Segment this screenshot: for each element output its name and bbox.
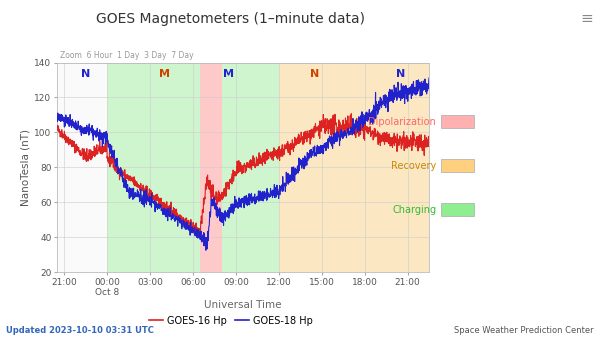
- Text: N: N: [310, 69, 319, 79]
- Bar: [107, 63, 200, 272]
- Text: ≡: ≡: [580, 11, 593, 26]
- Bar: [221, 63, 279, 272]
- Text: Dipolarization: Dipolarization: [368, 117, 436, 127]
- Text: Charging: Charging: [392, 204, 436, 215]
- X-axis label: Universal Time: Universal Time: [204, 300, 282, 310]
- Text: Recovery: Recovery: [391, 161, 436, 171]
- Text: N: N: [396, 69, 405, 79]
- Bar: [279, 63, 429, 272]
- Text: Space Weather Prediction Center: Space Weather Prediction Center: [454, 325, 594, 335]
- Bar: [200, 63, 221, 272]
- Text: N: N: [81, 69, 90, 79]
- Text: GOES Magnetometers (1–minute data): GOES Magnetometers (1–minute data): [97, 12, 365, 26]
- Text: Zoom  6 Hour  1 Day  3 Day  7 Day: Zoom 6 Hour 1 Day 3 Day 7 Day: [60, 51, 193, 60]
- Y-axis label: NanoTesla (nT): NanoTesla (nT): [20, 129, 30, 206]
- Text: M: M: [159, 69, 170, 79]
- Legend: GOES-16 Hp, GOES-18 Hp: GOES-16 Hp, GOES-18 Hp: [145, 312, 317, 330]
- Text: M: M: [223, 69, 234, 79]
- Text: Updated 2023-10-10 03:31 UTC: Updated 2023-10-10 03:31 UTC: [6, 325, 154, 335]
